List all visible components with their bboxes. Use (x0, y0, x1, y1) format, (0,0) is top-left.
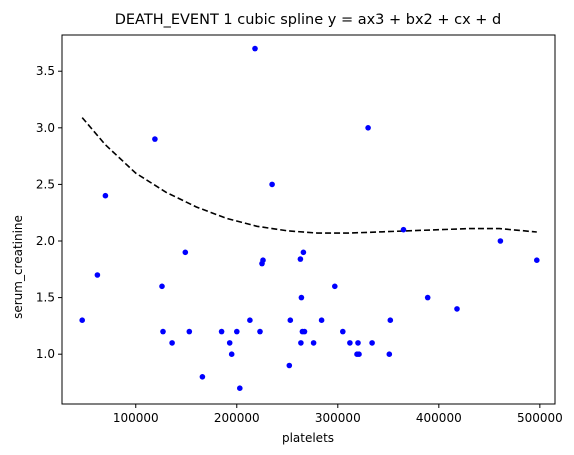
data-point (159, 283, 165, 290)
data-point (298, 340, 304, 346)
data-point (534, 257, 540, 264)
data-point (269, 181, 275, 188)
data-point (386, 351, 393, 358)
data-point (260, 257, 266, 264)
data-point (182, 249, 189, 256)
y-tick-label: 3.5 (36, 64, 55, 78)
chart-title: DEATH_EVENT 1 cubic spline y = ax3 + bx2… (115, 12, 502, 28)
data-point (257, 328, 263, 335)
data-point (199, 374, 206, 380)
data-point (347, 340, 353, 346)
data-point (286, 362, 293, 369)
x-tick-label: 200000 (214, 411, 260, 425)
y-tick-label: 2.0 (36, 234, 55, 248)
y-tick-label: 1.0 (36, 347, 55, 361)
data-point (332, 283, 338, 290)
data-point (287, 317, 294, 324)
data-point (234, 328, 240, 335)
y-tick-label: 2.5 (36, 177, 55, 191)
data-point (300, 249, 307, 256)
data-point (497, 238, 504, 244)
x-tick-label: 300000 (315, 411, 361, 425)
data-point (247, 317, 253, 324)
data-point (318, 317, 325, 324)
data-point (340, 328, 346, 335)
y-tick-label: 1.5 (36, 291, 55, 305)
data-point (94, 272, 101, 278)
y-axis: 1.0 1.5 2.0 2.5 3.0 3.5 (36, 64, 62, 361)
data-point (424, 294, 431, 301)
data-point (355, 340, 361, 346)
spline-curve (81, 117, 537, 234)
y-axis-label: serum_creatinine (11, 215, 25, 319)
data-point (298, 294, 305, 301)
data-point (356, 351, 362, 358)
data-point (186, 328, 193, 335)
data-point (365, 125, 371, 131)
y-tick-label: 3.0 (36, 121, 55, 135)
data-point (387, 317, 394, 324)
plot-frame (61, 34, 556, 405)
data-points-layer (79, 45, 540, 392)
data-point (301, 328, 308, 335)
spline-curve-layer (81, 117, 537, 234)
data-point (169, 340, 175, 346)
x-tick-label: 400000 (416, 411, 462, 425)
data-point (297, 256, 304, 262)
data-point (454, 306, 460, 312)
x-axis-label: platelets (282, 431, 334, 445)
data-point (160, 328, 166, 335)
x-tick-label: 100000 (113, 411, 159, 425)
data-point (228, 351, 235, 358)
data-point (252, 45, 258, 52)
data-point (226, 340, 233, 346)
data-point (369, 340, 375, 346)
data-point (237, 385, 243, 392)
x-axis: 100000 200000 300000 400000 500000 (113, 404, 563, 425)
data-point (152, 136, 158, 142)
data-point (79, 317, 85, 324)
data-point (310, 340, 317, 346)
data-point (218, 328, 225, 335)
data-point (400, 226, 407, 233)
x-tick-label: 500000 (517, 411, 563, 425)
data-point (102, 192, 109, 199)
